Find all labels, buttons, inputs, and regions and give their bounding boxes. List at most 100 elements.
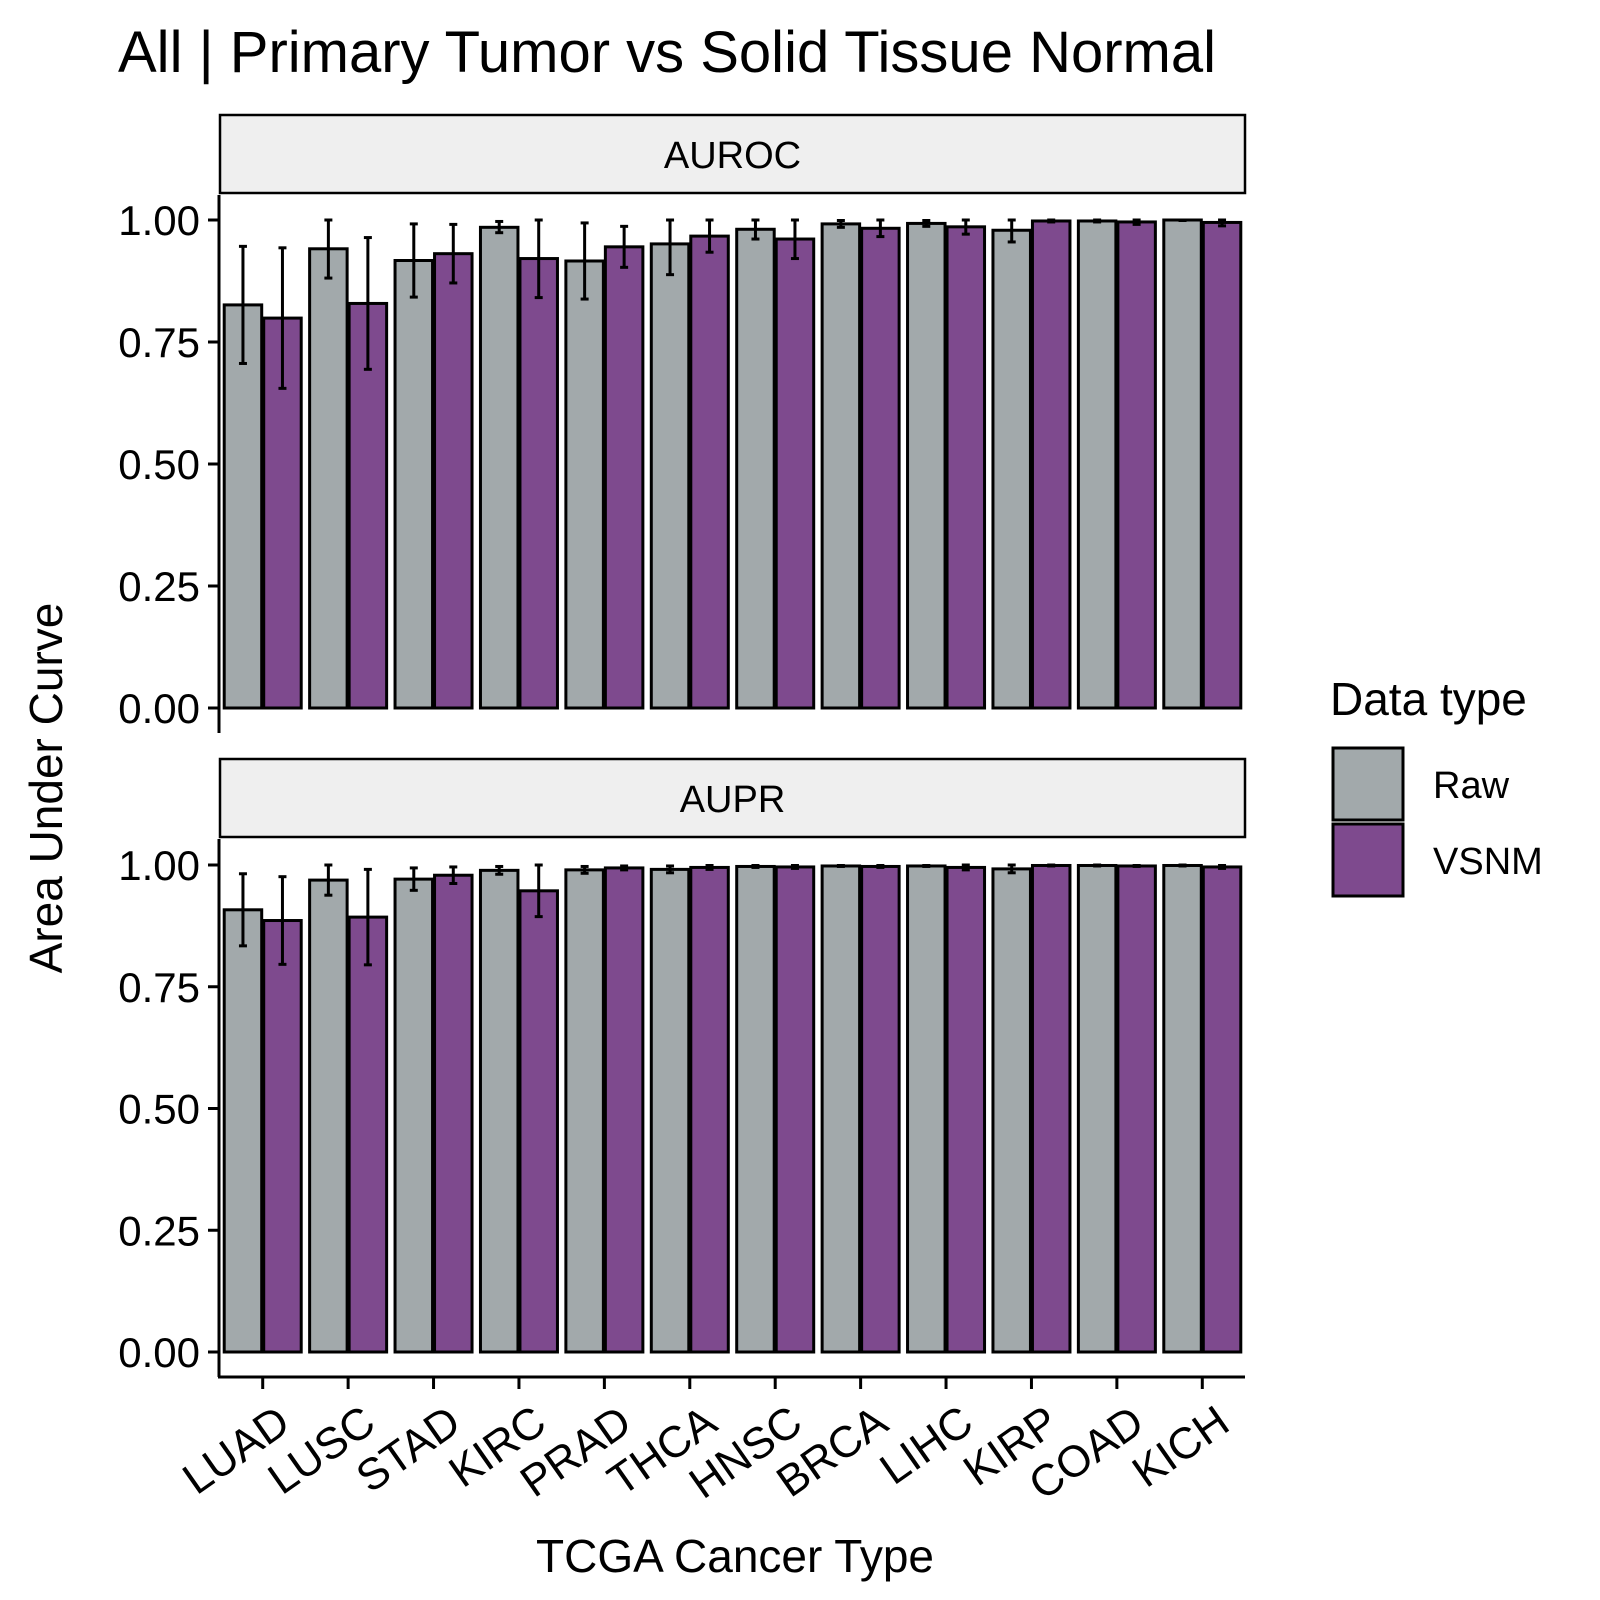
- bar-aupr-kirc-vsnm: [518, 889, 559, 1354]
- error-bar: [238, 244, 247, 365]
- legend-item-vsnm: VSNM: [1331, 822, 1543, 898]
- error-bar: [495, 864, 504, 876]
- y-tick-label: 1.00: [118, 842, 200, 889]
- bar-auroc-kirp-vsnm: [1030, 219, 1072, 710]
- bar-auroc-kich-raw: [1162, 218, 1203, 710]
- y-tick-label: 0.50: [118, 441, 200, 488]
- legend-swatch: [1331, 822, 1405, 898]
- bar-aupr-kich-raw: [1162, 863, 1203, 1354]
- error-bar: [705, 218, 714, 254]
- error-bar: [363, 236, 372, 371]
- bar-aupr-lusc-vsnm: [347, 915, 389, 1354]
- legend: Raw VSNM: [1331, 746, 1543, 898]
- legend-title: Data type: [1330, 673, 1527, 725]
- facet-strip: [218, 757, 1247, 839]
- bar-auroc-stad-vsnm: [433, 252, 474, 710]
- bar-auroc-luad-raw: [222, 303, 264, 710]
- y-tick-label: 0.50: [118, 1086, 200, 1133]
- bar-auroc-prad-vsnm: [603, 245, 645, 710]
- bar-aupr-coad-vsnm: [1116, 864, 1157, 1354]
- bar-aupr-kirc-raw: [478, 868, 520, 1354]
- bar-aupr-thca-raw: [649, 867, 691, 1354]
- error-bar: [790, 863, 799, 870]
- error-bar: [922, 218, 931, 228]
- error-bar: [751, 863, 760, 869]
- error-bar: [1007, 863, 1016, 875]
- bar-aupr-luad-raw: [222, 908, 264, 1354]
- error-bar: [363, 867, 372, 967]
- bar-auroc-thca-raw: [649, 242, 691, 710]
- error-bar: [705, 863, 714, 871]
- error-bar: [1047, 863, 1056, 868]
- x-axis-label: TCGA Cancer Type: [536, 1530, 934, 1582]
- y-tick-label: 0.75: [118, 964, 200, 1011]
- bar-aupr-prad-vsnm: [603, 866, 645, 1354]
- error-bar: [580, 864, 589, 875]
- error-bar: [922, 863, 931, 868]
- error-bar: [836, 218, 845, 229]
- error-bar: [324, 863, 333, 897]
- bar-aupr-lihc-vsnm: [945, 865, 987, 1354]
- x-tick-label: LIHC: [871, 1397, 981, 1495]
- error-bar: [790, 218, 799, 261]
- error-bar: [876, 218, 885, 239]
- bar-auroc-lusc-vsnm: [347, 301, 389, 710]
- bar-aupr-brca-vsnm: [860, 864, 901, 1354]
- bar-aupr-hnsc-raw: [735, 864, 776, 1354]
- error-bar: [238, 872, 247, 948]
- bar-auroc-brca-raw: [820, 222, 862, 710]
- error-bar: [1132, 863, 1141, 868]
- bar-aupr-brca-raw: [820, 864, 862, 1354]
- legend-label: VSNM: [1433, 841, 1543, 883]
- bar-auroc-stad-raw: [393, 259, 435, 710]
- y-tick-label: 0.25: [118, 1207, 200, 1254]
- error-bar: [534, 863, 543, 919]
- error-bar: [751, 218, 760, 241]
- y-tick-label: 0.75: [118, 319, 200, 366]
- error-bar: [961, 863, 970, 872]
- bar-auroc-kirp-raw: [991, 228, 1032, 710]
- error-bar: [409, 866, 418, 892]
- error-bar: [620, 864, 629, 872]
- error-bar: [324, 218, 333, 280]
- error-bar: [534, 218, 543, 300]
- error-bar: [961, 218, 970, 236]
- bar-auroc-lihc-vsnm: [945, 225, 987, 710]
- facet-strip-label: AUPR: [680, 779, 786, 821]
- bar-aupr-kirp-vsnm: [1030, 863, 1072, 1354]
- error-bar: [620, 224, 629, 269]
- bar-auroc-kirc-vsnm: [518, 257, 559, 710]
- bar-auroc-brca-vsnm: [860, 226, 901, 710]
- bar-auroc-hnsc-raw: [735, 227, 776, 710]
- x-tick-label: KICH: [1124, 1397, 1238, 1497]
- error-bar: [449, 222, 458, 285]
- y-tick-label: 0.25: [118, 563, 200, 610]
- error-bar: [495, 219, 504, 235]
- error-bar: [836, 863, 845, 868]
- error-bar: [409, 222, 418, 299]
- bar-aupr-coad-raw: [1076, 863, 1118, 1354]
- bar-auroc-hnsc-vsnm: [774, 237, 816, 710]
- y-tick-label: 0.00: [118, 1329, 200, 1376]
- error-bar: [278, 246, 287, 390]
- bar-auroc-prad-raw: [564, 259, 605, 710]
- error-bar: [1218, 863, 1227, 870]
- bar-auroc-lusc-raw: [308, 247, 349, 710]
- bar-aupr-lihc-raw: [906, 864, 947, 1354]
- bar-aupr-stad-raw: [393, 877, 435, 1354]
- bar-aupr-kich-vsnm: [1201, 865, 1243, 1354]
- bar-aupr-prad-raw: [564, 868, 605, 1354]
- error-bar: [580, 221, 589, 301]
- bar-auroc-coad-raw: [1076, 219, 1118, 710]
- bar-aupr-stad-vsnm: [433, 873, 474, 1354]
- bar-aupr-luad-vsnm: [262, 919, 303, 1354]
- y-axis-label: Area Under Curve: [20, 603, 72, 974]
- facet-panel-auroc: AUROC 0.00 0.25 0.50 0.75 1.00: [118, 113, 1247, 733]
- bar-auroc-thca-vsnm: [689, 234, 730, 710]
- error-bar: [666, 864, 675, 875]
- facet-panels: AUROC 0.00 0.25 0.50 0.75 1.00 AUPR 0.00 0.25 0.5…: [118, 113, 1247, 1510]
- chart-title: All | Primary Tumor vs Solid Tissue Norm…: [118, 20, 1216, 85]
- bar-auroc-kich-vsnm: [1201, 220, 1243, 710]
- facet-strip-label: AUROC: [664, 135, 801, 177]
